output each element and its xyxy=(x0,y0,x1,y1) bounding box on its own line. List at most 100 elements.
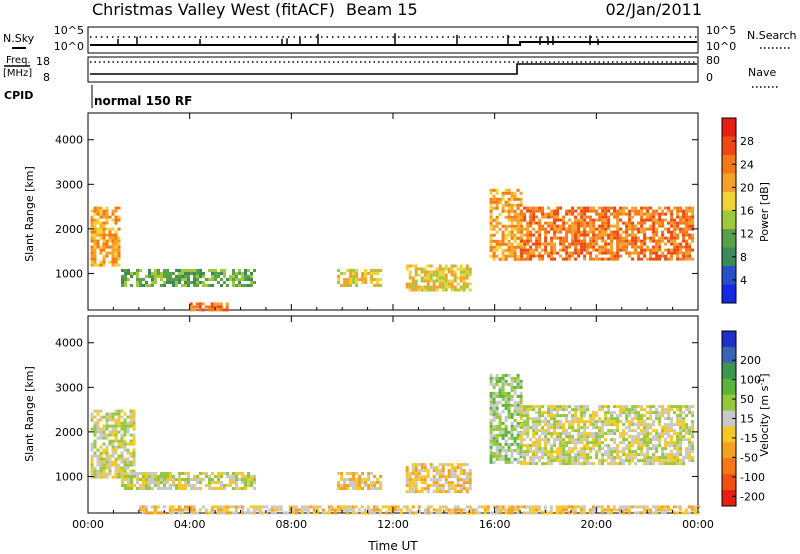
heatmap-cell xyxy=(673,441,677,445)
heatmap-cell xyxy=(601,212,605,216)
heatmap-cell xyxy=(142,487,145,490)
heatmap-cell xyxy=(247,269,250,272)
heatmap-cell xyxy=(577,441,581,445)
heatmap-cell xyxy=(520,257,524,261)
heatmap-cell xyxy=(513,400,517,404)
heatmap-cell xyxy=(586,248,590,252)
heatmap-cell xyxy=(132,418,136,422)
heatmap-cell xyxy=(501,388,505,392)
heatmap-cell xyxy=(102,466,106,470)
heatmap-cell xyxy=(625,251,629,255)
heatmap-cell xyxy=(544,236,548,240)
heatmap-cell xyxy=(127,478,130,481)
heatmap-cell xyxy=(513,448,517,452)
heatmap-cell xyxy=(105,221,109,225)
heatmap-cell xyxy=(139,472,142,475)
heatmap-cell xyxy=(625,224,629,228)
heatmap-cell xyxy=(120,433,124,437)
heatmap-cell xyxy=(646,438,650,442)
heatmap-cell xyxy=(93,433,97,437)
heatmap-cell xyxy=(93,472,97,476)
heatmap-cell xyxy=(685,426,689,430)
heatmap-cell xyxy=(622,405,626,409)
heatmap-cell xyxy=(676,435,680,439)
heatmap-cell xyxy=(105,245,109,249)
heatmap-cell xyxy=(510,224,514,228)
heatmap-cell xyxy=(580,221,584,225)
heatmap-cell xyxy=(232,481,235,484)
heatmap-cell xyxy=(244,487,247,490)
heatmap-cell xyxy=(604,444,608,448)
heatmap-cell xyxy=(649,236,653,240)
heatmap-cell xyxy=(604,420,608,424)
heatmap-cell xyxy=(291,508,295,512)
heatmap-cell xyxy=(492,385,496,389)
heatmap-cell xyxy=(535,248,539,252)
heatmap-cell xyxy=(550,257,554,261)
heatmap-cell xyxy=(253,281,256,284)
heatmap-cell xyxy=(465,285,469,289)
heatmap-cell xyxy=(565,408,569,412)
heatmap-cell xyxy=(253,487,256,490)
heatmap-cell xyxy=(123,457,127,461)
heatmap-cell xyxy=(516,227,520,231)
heatmap-cell xyxy=(105,215,109,219)
heatmap-cell xyxy=(408,490,412,494)
heatmap-cell xyxy=(658,218,662,222)
heatmap-cell xyxy=(535,236,539,240)
heatmap-cell xyxy=(510,430,514,434)
heatmap-cell xyxy=(229,478,232,481)
heatmap-cell xyxy=(180,511,184,515)
heatmap-cell xyxy=(516,230,520,234)
heatmap-cell xyxy=(450,472,454,476)
heatmap-cell xyxy=(553,242,557,246)
heatmap-cell xyxy=(102,254,106,258)
heatmap-cell xyxy=(568,230,572,234)
heatmap-cell xyxy=(214,475,217,478)
heatmap-cell xyxy=(145,487,148,490)
heatmap-cell xyxy=(99,433,103,437)
heatmap-cell xyxy=(423,279,427,283)
heatmap-cell xyxy=(489,248,493,252)
heatmap-cell xyxy=(151,481,154,484)
heatmap-cell xyxy=(435,487,439,491)
heatmap-cell xyxy=(526,417,530,421)
heatmap-cell xyxy=(501,191,505,195)
heatmap-cell xyxy=(649,227,653,231)
heatmap-cell xyxy=(492,206,496,210)
heatmap-cell xyxy=(688,408,692,412)
heatmap-cell xyxy=(520,239,524,243)
heatmap-cell xyxy=(661,212,665,216)
heatmap-cell xyxy=(244,484,247,487)
heatmap-cell xyxy=(381,505,385,509)
heatmap-cell xyxy=(474,508,478,512)
heatmap-cell xyxy=(559,242,563,246)
heatmap-cell xyxy=(142,478,145,481)
heatmap-cell xyxy=(658,254,662,258)
heatmap-cell xyxy=(102,248,106,252)
heatmap-cell xyxy=(523,426,527,430)
heatmap-cell xyxy=(679,432,683,436)
heatmap-cell xyxy=(556,236,560,240)
heatmap-cell xyxy=(120,451,124,455)
heatmap-cell xyxy=(616,257,620,261)
heatmap-cell xyxy=(679,450,683,454)
heatmap-cell xyxy=(169,475,172,478)
heatmap-cell xyxy=(568,251,572,255)
heatmap-cell xyxy=(691,212,695,216)
heatmap-cell xyxy=(604,248,608,252)
heatmap-cell xyxy=(480,505,484,509)
heatmap-cell xyxy=(574,438,578,442)
heatmap-cell xyxy=(202,272,205,275)
heatmap-cell xyxy=(306,511,310,515)
heatmap-cell xyxy=(408,276,412,280)
heatmap-cell xyxy=(429,276,433,280)
heatmap-cell xyxy=(646,462,650,466)
heatmap-cell xyxy=(513,209,517,213)
heatmap-cell xyxy=(495,242,499,246)
heatmap-cell xyxy=(208,475,211,478)
heatmap-cell xyxy=(510,412,514,416)
heatmap-cell xyxy=(610,447,614,451)
heatmap-cell xyxy=(553,417,557,421)
heatmap-cell xyxy=(393,505,397,509)
